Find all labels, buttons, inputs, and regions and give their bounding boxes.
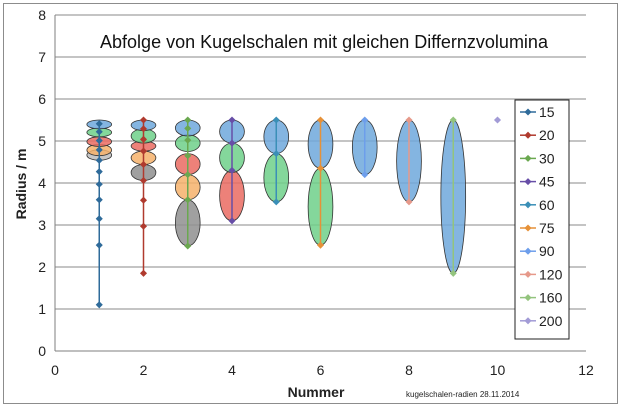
y-tick-label: 2: [38, 259, 46, 275]
series-marker: [139, 160, 148, 169]
legend-marker: [524, 131, 532, 139]
y-tick-label: 4: [38, 175, 46, 191]
series-marker: [228, 217, 236, 225]
series-marker: [405, 116, 413, 124]
series-marker: [139, 116, 148, 124]
series-marker: [184, 171, 192, 179]
legend-marker: [524, 201, 532, 209]
series-marker: [228, 166, 236, 174]
legend-label: 20: [539, 127, 555, 143]
legend-marker: [524, 154, 532, 162]
series-marker: [95, 146, 103, 154]
y-tick-label: 5: [38, 133, 46, 149]
series-marker: [272, 198, 280, 206]
chart-title: Abfolge von Kugelschalen mit gleichen Di…: [100, 32, 549, 52]
x-tick-label: 12: [578, 362, 594, 378]
legend-label: 200: [539, 313, 563, 329]
legend-label: 160: [539, 290, 563, 306]
series-marker: [272, 150, 280, 158]
series-marker: [95, 301, 103, 309]
legend-marker: [524, 108, 532, 116]
legend-label: 90: [539, 243, 555, 259]
series-marker: [95, 196, 103, 204]
legend-marker: [524, 224, 532, 232]
series-marker: [184, 196, 192, 204]
series-marker: [361, 171, 369, 179]
series-marker: [95, 128, 103, 136]
series-marker: [95, 168, 103, 176]
x-tick-label: 8: [405, 362, 413, 378]
y-axis-title: Radius / m: [13, 149, 29, 220]
series-marker: [272, 116, 280, 124]
series-marker: [139, 196, 148, 204]
x-tick-label: 10: [490, 362, 506, 378]
y-tick-label: 3: [38, 217, 46, 233]
legend-label: 30: [539, 150, 555, 166]
series-marker: [139, 176, 148, 185]
legend-marker: [524, 247, 532, 255]
axes: [54, 15, 586, 352]
legend-marker: [524, 270, 532, 278]
legend: 15 20 30 45 60 75 90 120 160 200: [514, 99, 570, 340]
series-markers: [95, 116, 502, 309]
series-marker: [95, 156, 103, 164]
series-marker: [449, 116, 457, 124]
series-marker: [316, 241, 325, 249]
series-marker: [95, 215, 103, 223]
x-tick-label: 4: [228, 362, 236, 378]
legend-box: [514, 99, 570, 340]
legend-label: 60: [539, 197, 555, 213]
legend-label: 75: [539, 220, 555, 236]
y-tick-label: 0: [38, 343, 46, 359]
y-tick-label: 7: [38, 49, 46, 65]
series-marker: [184, 242, 192, 250]
chart-frame: 0 1 2 3 4 5 6 7 8 0 2 4 6 8 10 12 Abfolge von Kugelscha…: [3, 3, 618, 404]
series-marker: [361, 116, 369, 124]
legend-label: 45: [539, 174, 555, 190]
y-tick-label: 8: [38, 7, 46, 23]
series-marker: [493, 116, 502, 124]
legend-label: 120: [539, 266, 563, 282]
x-axis-title: Nummer: [288, 384, 345, 400]
legend-marker: [524, 178, 532, 186]
series-marker: [228, 139, 236, 147]
series-marker: [139, 147, 148, 155]
series-marker: [184, 136, 192, 144]
series-marker: [139, 222, 148, 230]
x-tick-label: 6: [317, 362, 325, 378]
series-marker: [139, 125, 148, 133]
y-tick-label: 6: [38, 91, 46, 107]
y-tick-label: 1: [38, 301, 46, 317]
x-tick-label: 2: [140, 362, 148, 378]
series-marker: [95, 120, 103, 128]
series-marker: [184, 124, 192, 132]
series-marker: [316, 164, 325, 172]
x-tick-label: 0: [51, 362, 59, 378]
footnote: kugelschalen-radien 28.11.2014: [406, 390, 520, 399]
series-marker: [449, 269, 457, 277]
series-marker: [405, 198, 413, 206]
series-marker: [95, 241, 103, 249]
legend-marker: [524, 294, 532, 302]
legend-marker: [524, 317, 532, 325]
legend-label: 15: [539, 104, 555, 120]
series-marker: [184, 152, 192, 160]
series-marker: [95, 180, 103, 188]
series-marker: [139, 269, 148, 277]
series-marker: [316, 116, 325, 124]
series-marker: [139, 135, 148, 143]
series-marker: [184, 116, 192, 124]
series-marker: [95, 137, 103, 145]
series-marker: [228, 116, 236, 124]
